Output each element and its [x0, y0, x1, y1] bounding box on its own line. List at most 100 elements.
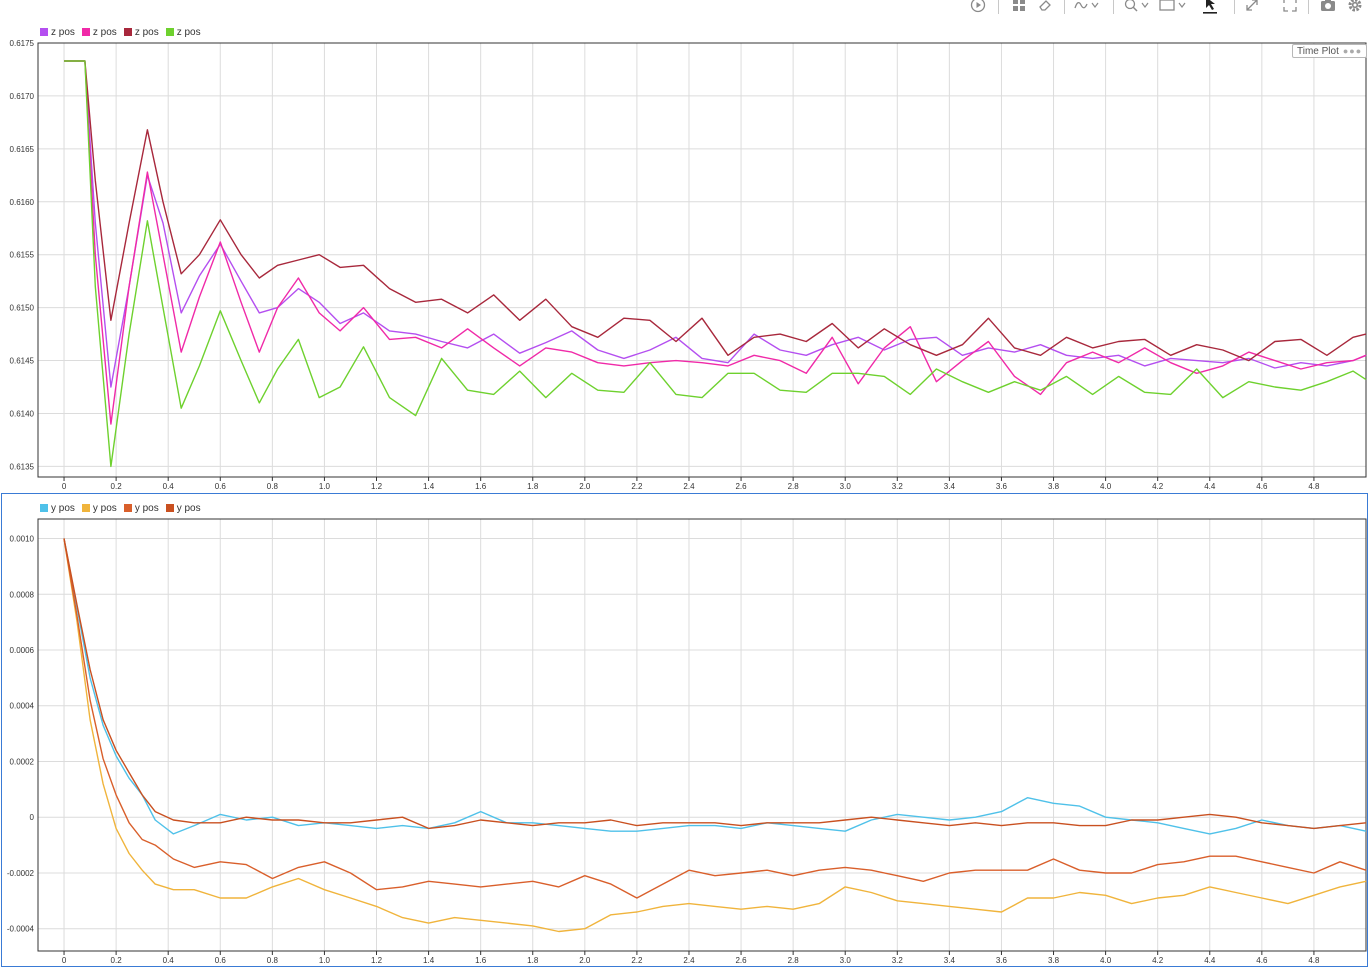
bottom-series-line-3 [63, 538, 1367, 899]
legend-swatch [81, 504, 90, 512]
x-tick-label: 0.6 [215, 482, 227, 491]
x-tick-label: 4.6 [1256, 956, 1268, 965]
legend-swatch [165, 28, 174, 36]
legend-bottom: y pos y pos y pos y pos [40, 501, 208, 515]
cursor-icon[interactable] [1199, 0, 1221, 16]
x-tick-label: 4.4 [1204, 482, 1216, 491]
y-tick-label: 0.6150 [10, 304, 35, 313]
bottom-series-line-2 [63, 538, 1367, 933]
x-tick-label: 4.6 [1256, 482, 1268, 491]
eraser-icon[interactable] [1036, 0, 1054, 16]
x-tick-label: 1.8 [527, 956, 539, 965]
time-plot-menu-button[interactable]: Time Plot ●●● [1292, 44, 1367, 58]
x-tick-label: 2.2 [631, 956, 643, 965]
top-series-line-3 [64, 60, 1367, 362]
y-tick-label: 0.0006 [10, 646, 35, 655]
x-tick-label: 4.0 [1100, 482, 1112, 491]
x-tick-label: 1.0 [319, 956, 331, 965]
y-tick-label: 0.6145 [10, 357, 35, 366]
y-tick-label: -0.0004 [7, 925, 35, 934]
gear-icon[interactable] [1344, 0, 1366, 16]
x-tick-label: 4.8 [1308, 482, 1320, 491]
x-tick-label: 3.6 [996, 482, 1008, 491]
layout-icon[interactable] [1010, 0, 1028, 16]
bottom-plot-border [37, 518, 1367, 952]
y-tick-label: 0.6165 [10, 145, 35, 154]
x-tick-label: 0.2 [111, 956, 123, 965]
x-tick-label: 4.8 [1308, 956, 1320, 965]
legend-item[interactable]: y pos [123, 502, 159, 514]
x-tick-label: 0.2 [111, 482, 123, 491]
x-tick-label: 3.0 [840, 956, 852, 965]
x-tick-label: 0.6 [215, 956, 227, 965]
x-tick-label: 3.4 [944, 482, 956, 491]
top-plot-area[interactable] [37, 42, 1367, 478]
legend-swatch [81, 28, 90, 36]
legend-item[interactable]: y pos [81, 502, 117, 514]
play-icon[interactable] [968, 0, 988, 16]
bottom-plot-area[interactable] [37, 518, 1367, 952]
camera-icon[interactable] [1318, 0, 1338, 16]
legend-item[interactable]: z pos [123, 26, 159, 38]
y-tick-label: 0.6140 [10, 409, 35, 418]
x-tick-label: 1.0 [319, 482, 331, 491]
x-tick-label: 2.8 [788, 482, 800, 491]
x-tick-label: 4.2 [1152, 482, 1164, 491]
y-tick-label: 0.6160 [10, 198, 35, 207]
x-tick-label: 1.6 [475, 482, 487, 491]
x-tick-label: 3.8 [1048, 956, 1060, 965]
zoom-icon[interactable] [1122, 0, 1152, 16]
legend-swatch [123, 28, 132, 36]
y-tick-label: 0.0002 [10, 757, 35, 766]
fit-icon[interactable] [1157, 0, 1189, 16]
legend-item[interactable]: z pos [81, 26, 117, 38]
x-tick-label: 3.4 [944, 956, 956, 965]
legend-swatch [123, 504, 132, 512]
signal-icon[interactable] [1072, 0, 1102, 16]
legend-swatch [165, 504, 174, 512]
legend-label: z pos [134, 26, 159, 38]
legend-label: z pos [92, 26, 117, 38]
top-series-line-4 [64, 60, 1367, 468]
legend-item[interactable]: z pos [40, 27, 75, 38]
bottom-series-line-4 [63, 538, 1367, 830]
x-tick-label: 1.4 [423, 956, 435, 965]
x-tick-label: 0.4 [163, 482, 175, 491]
legend-label: y pos [176, 502, 201, 514]
x-tick-label: 3.2 [892, 482, 904, 491]
y-tick-label: 0.6175 [10, 39, 35, 48]
y-tick-label: -0.0002 [7, 869, 35, 878]
top-plot: 0 0.2 0.4 0.6 0.8 1.0 1.2 1.4 1.6 1.8 2.0 2.2 2.4 2.6… [10, 39, 1367, 491]
x-tick-label: 2.0 [579, 482, 591, 491]
y-tick-label: 0.0008 [10, 590, 35, 599]
time-plot-label: Time Plot [1297, 45, 1339, 57]
top-series-line-1 [64, 60, 1367, 388]
legend-item[interactable]: z pos [165, 26, 201, 38]
x-tick-label: 0 [62, 956, 67, 965]
x-tick-label: 3.6 [996, 956, 1008, 965]
legend-label: z pos [176, 26, 201, 38]
legend-item[interactable]: y pos [40, 503, 75, 514]
top-plot-border [37, 42, 1367, 478]
y-tick-label: 0.6170 [10, 92, 35, 101]
expand-icon[interactable] [1242, 0, 1262, 16]
legend-label: y pos [134, 502, 159, 514]
x-tick-label: 1.8 [527, 482, 539, 491]
x-tick-label: 2.0 [579, 956, 591, 965]
y-tick-label: 0.0010 [10, 535, 35, 544]
x-tick-label: 4.0 [1100, 956, 1112, 965]
legend-label: y pos [92, 502, 117, 514]
x-tick-label: 1.4 [423, 482, 435, 491]
x-tick-label: 4.4 [1204, 956, 1216, 965]
x-tick-label: 3.0 [840, 482, 852, 491]
selected-plot-frame [1, 493, 1368, 967]
x-tick-label: 2.4 [683, 956, 695, 965]
x-tick-label: 3.8 [1048, 482, 1060, 491]
x-tick-label: 1.6 [475, 956, 487, 965]
x-tick-label: 3.2 [892, 956, 904, 965]
legend-item[interactable]: y pos [165, 502, 201, 514]
x-tick-label: 2.2 [631, 482, 643, 491]
legend-top: z pos z pos z pos z pos [40, 25, 208, 39]
x-tick-label: 1.2 [371, 482, 383, 491]
